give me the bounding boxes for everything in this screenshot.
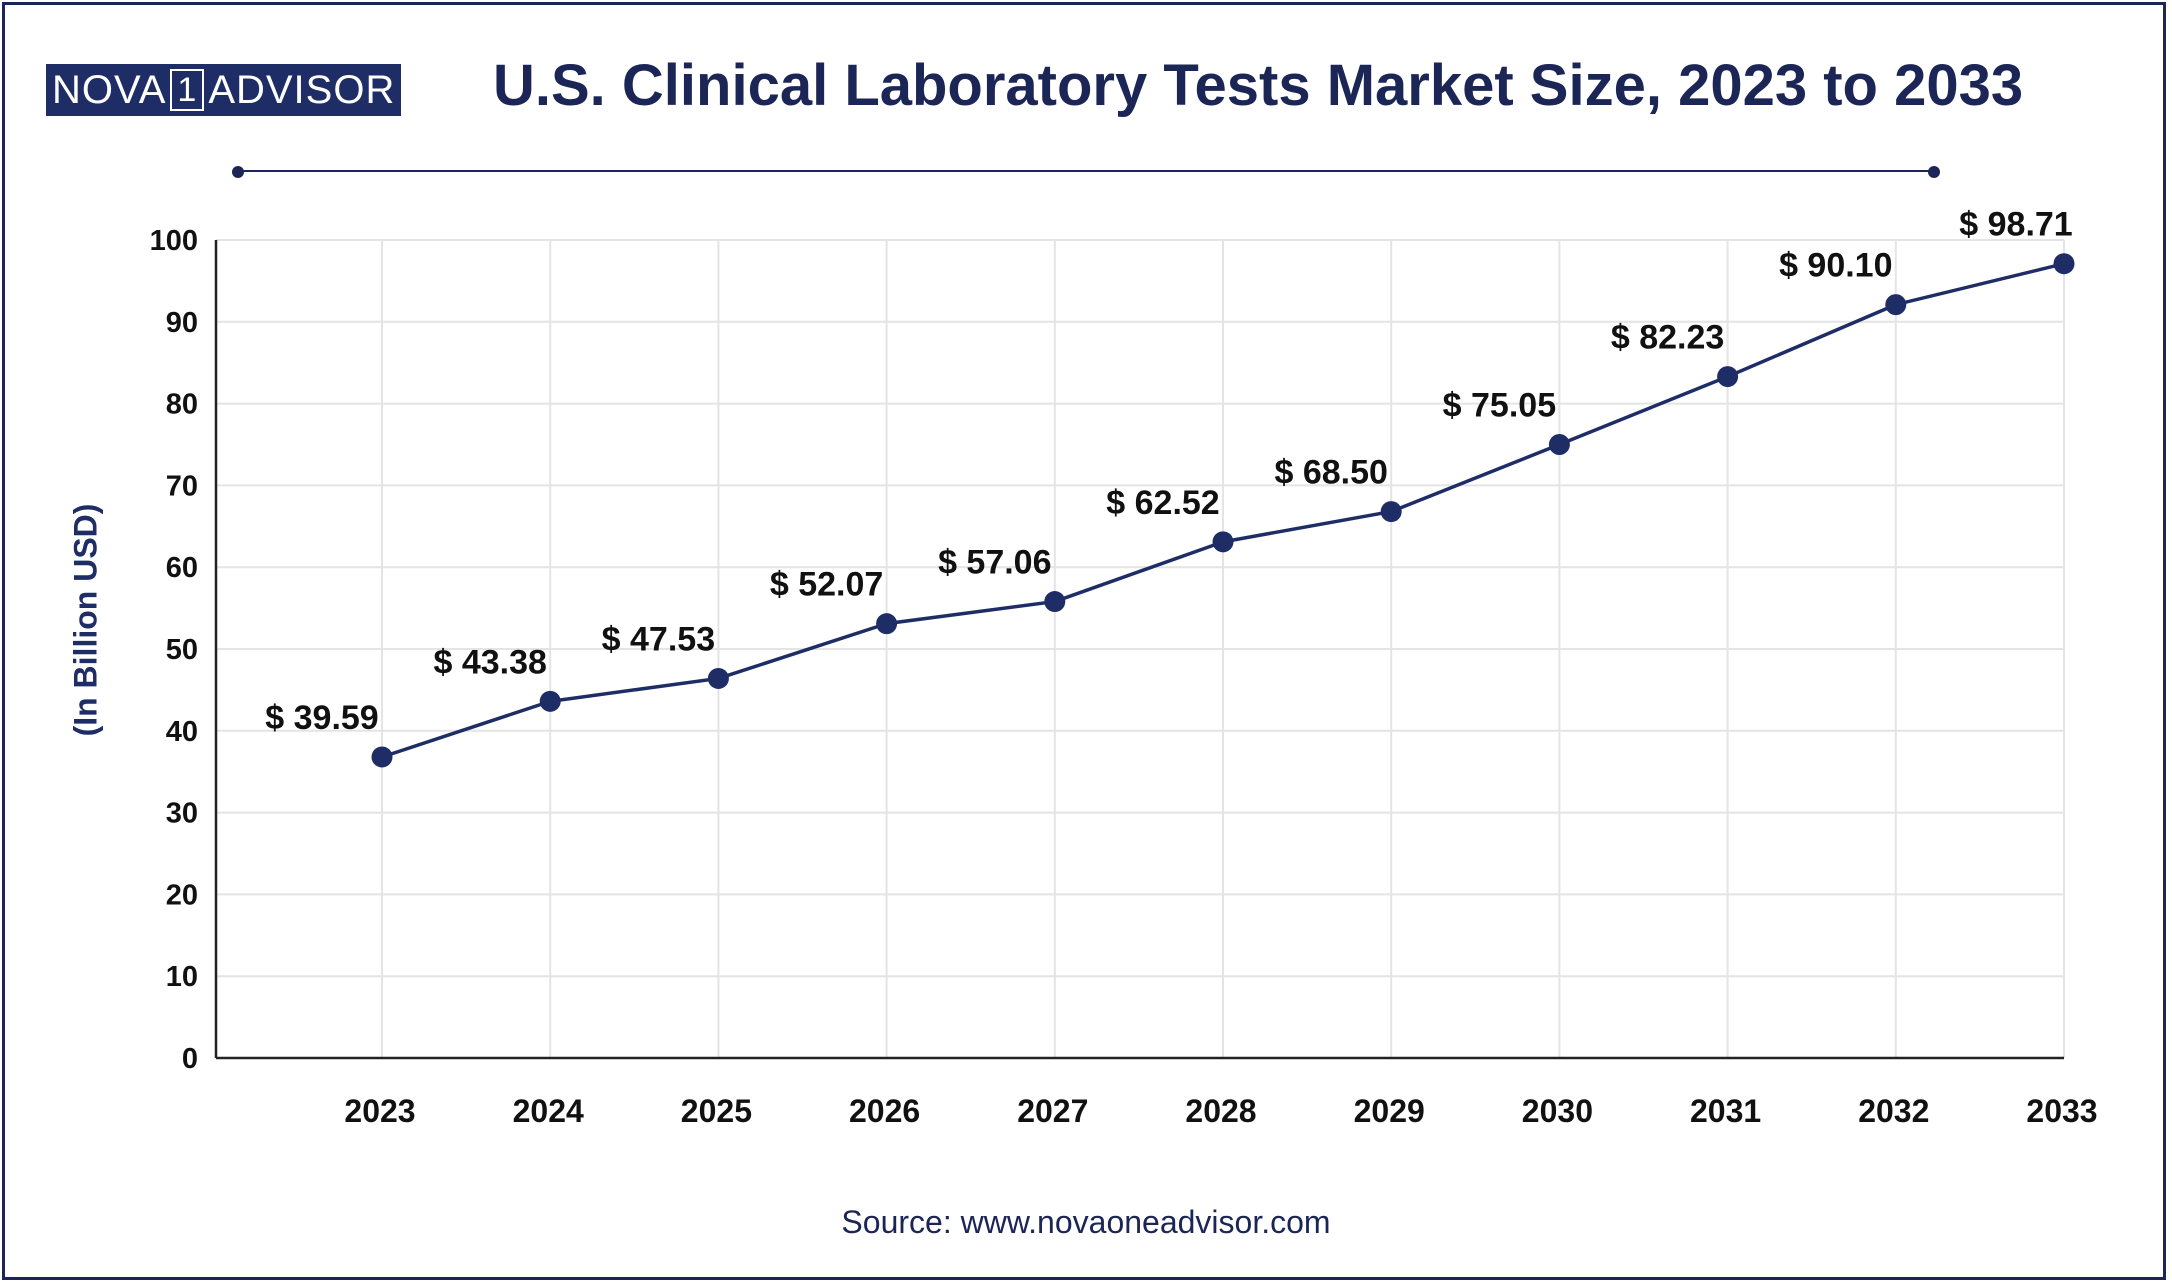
data-point — [371, 746, 393, 768]
y-tick-label: 10 — [166, 961, 198, 993]
y-tick-label: 0 — [182, 1043, 198, 1075]
x-tick-label: 2025 — [681, 1093, 752, 1129]
brand-logo: NOVA 1 ADVISOR — [46, 64, 402, 116]
y-tick-label: 100 — [150, 225, 198, 257]
y-tick-label: 40 — [166, 716, 198, 748]
data-point — [1212, 531, 1234, 553]
title-divider — [232, 166, 1940, 178]
y-tick-label: 20 — [166, 879, 198, 911]
y-tick-label: 30 — [166, 798, 198, 830]
data-label: $ 47.53 — [602, 620, 715, 658]
x-tick-label: 2033 — [2026, 1093, 2097, 1129]
logo-word-advisor: ADVISOR — [208, 68, 396, 112]
data-label: $ 52.07 — [770, 566, 883, 604]
x-tick-label: 2030 — [1522, 1093, 1593, 1129]
divider-dot-right — [1928, 166, 1940, 178]
data-point — [1380, 501, 1402, 523]
data-label: $ 75.05 — [1443, 387, 1556, 425]
x-tick-label: 2024 — [513, 1093, 584, 1129]
logo-word-nova: NOVA — [52, 68, 167, 112]
y-tick-label: 60 — [166, 552, 198, 584]
data-label: $ 57.06 — [938, 544, 1051, 582]
x-tick-label: 2027 — [1017, 1093, 1088, 1129]
y-tick-label: 90 — [166, 307, 198, 339]
data-point — [876, 613, 898, 635]
data-label: $ 62.52 — [1106, 484, 1219, 522]
data-point — [1885, 294, 1907, 316]
x-tick-label: 2031 — [1690, 1093, 1761, 1129]
data-point — [1717, 366, 1739, 388]
data-point — [539, 690, 561, 712]
data-point — [2053, 253, 2075, 275]
logo-digit: 1 — [170, 69, 205, 111]
data-label: $ 43.38 — [433, 643, 546, 681]
chart-title: U.S. Clinical Laboratory Tests Market Si… — [493, 53, 2024, 118]
data-label: $ 39.59 — [265, 699, 378, 737]
source-note: Source: www.novaoneadvisor.com — [841, 1204, 1331, 1240]
data-label: $ 82.23 — [1611, 319, 1724, 357]
divider-dot-left — [232, 166, 244, 178]
data-point — [1548, 434, 1570, 455]
y-tick-label: 50 — [166, 634, 198, 666]
data-label: $ 90.10 — [1779, 247, 1892, 285]
data-point — [1044, 591, 1066, 613]
x-tick-label: 2029 — [1354, 1093, 1425, 1129]
y-tick-label: 70 — [166, 470, 198, 502]
x-tick-label: 2032 — [1858, 1093, 1929, 1129]
y-tick-label: 80 — [166, 389, 198, 421]
x-tick-label: 2028 — [1185, 1093, 1256, 1129]
data-label: $ 98.71 — [1959, 206, 2072, 244]
data-label: $ 68.50 — [1274, 454, 1387, 492]
x-tick-label: 2026 — [849, 1093, 920, 1129]
data-point — [707, 667, 729, 689]
x-tick-label: 2023 — [344, 1093, 415, 1129]
